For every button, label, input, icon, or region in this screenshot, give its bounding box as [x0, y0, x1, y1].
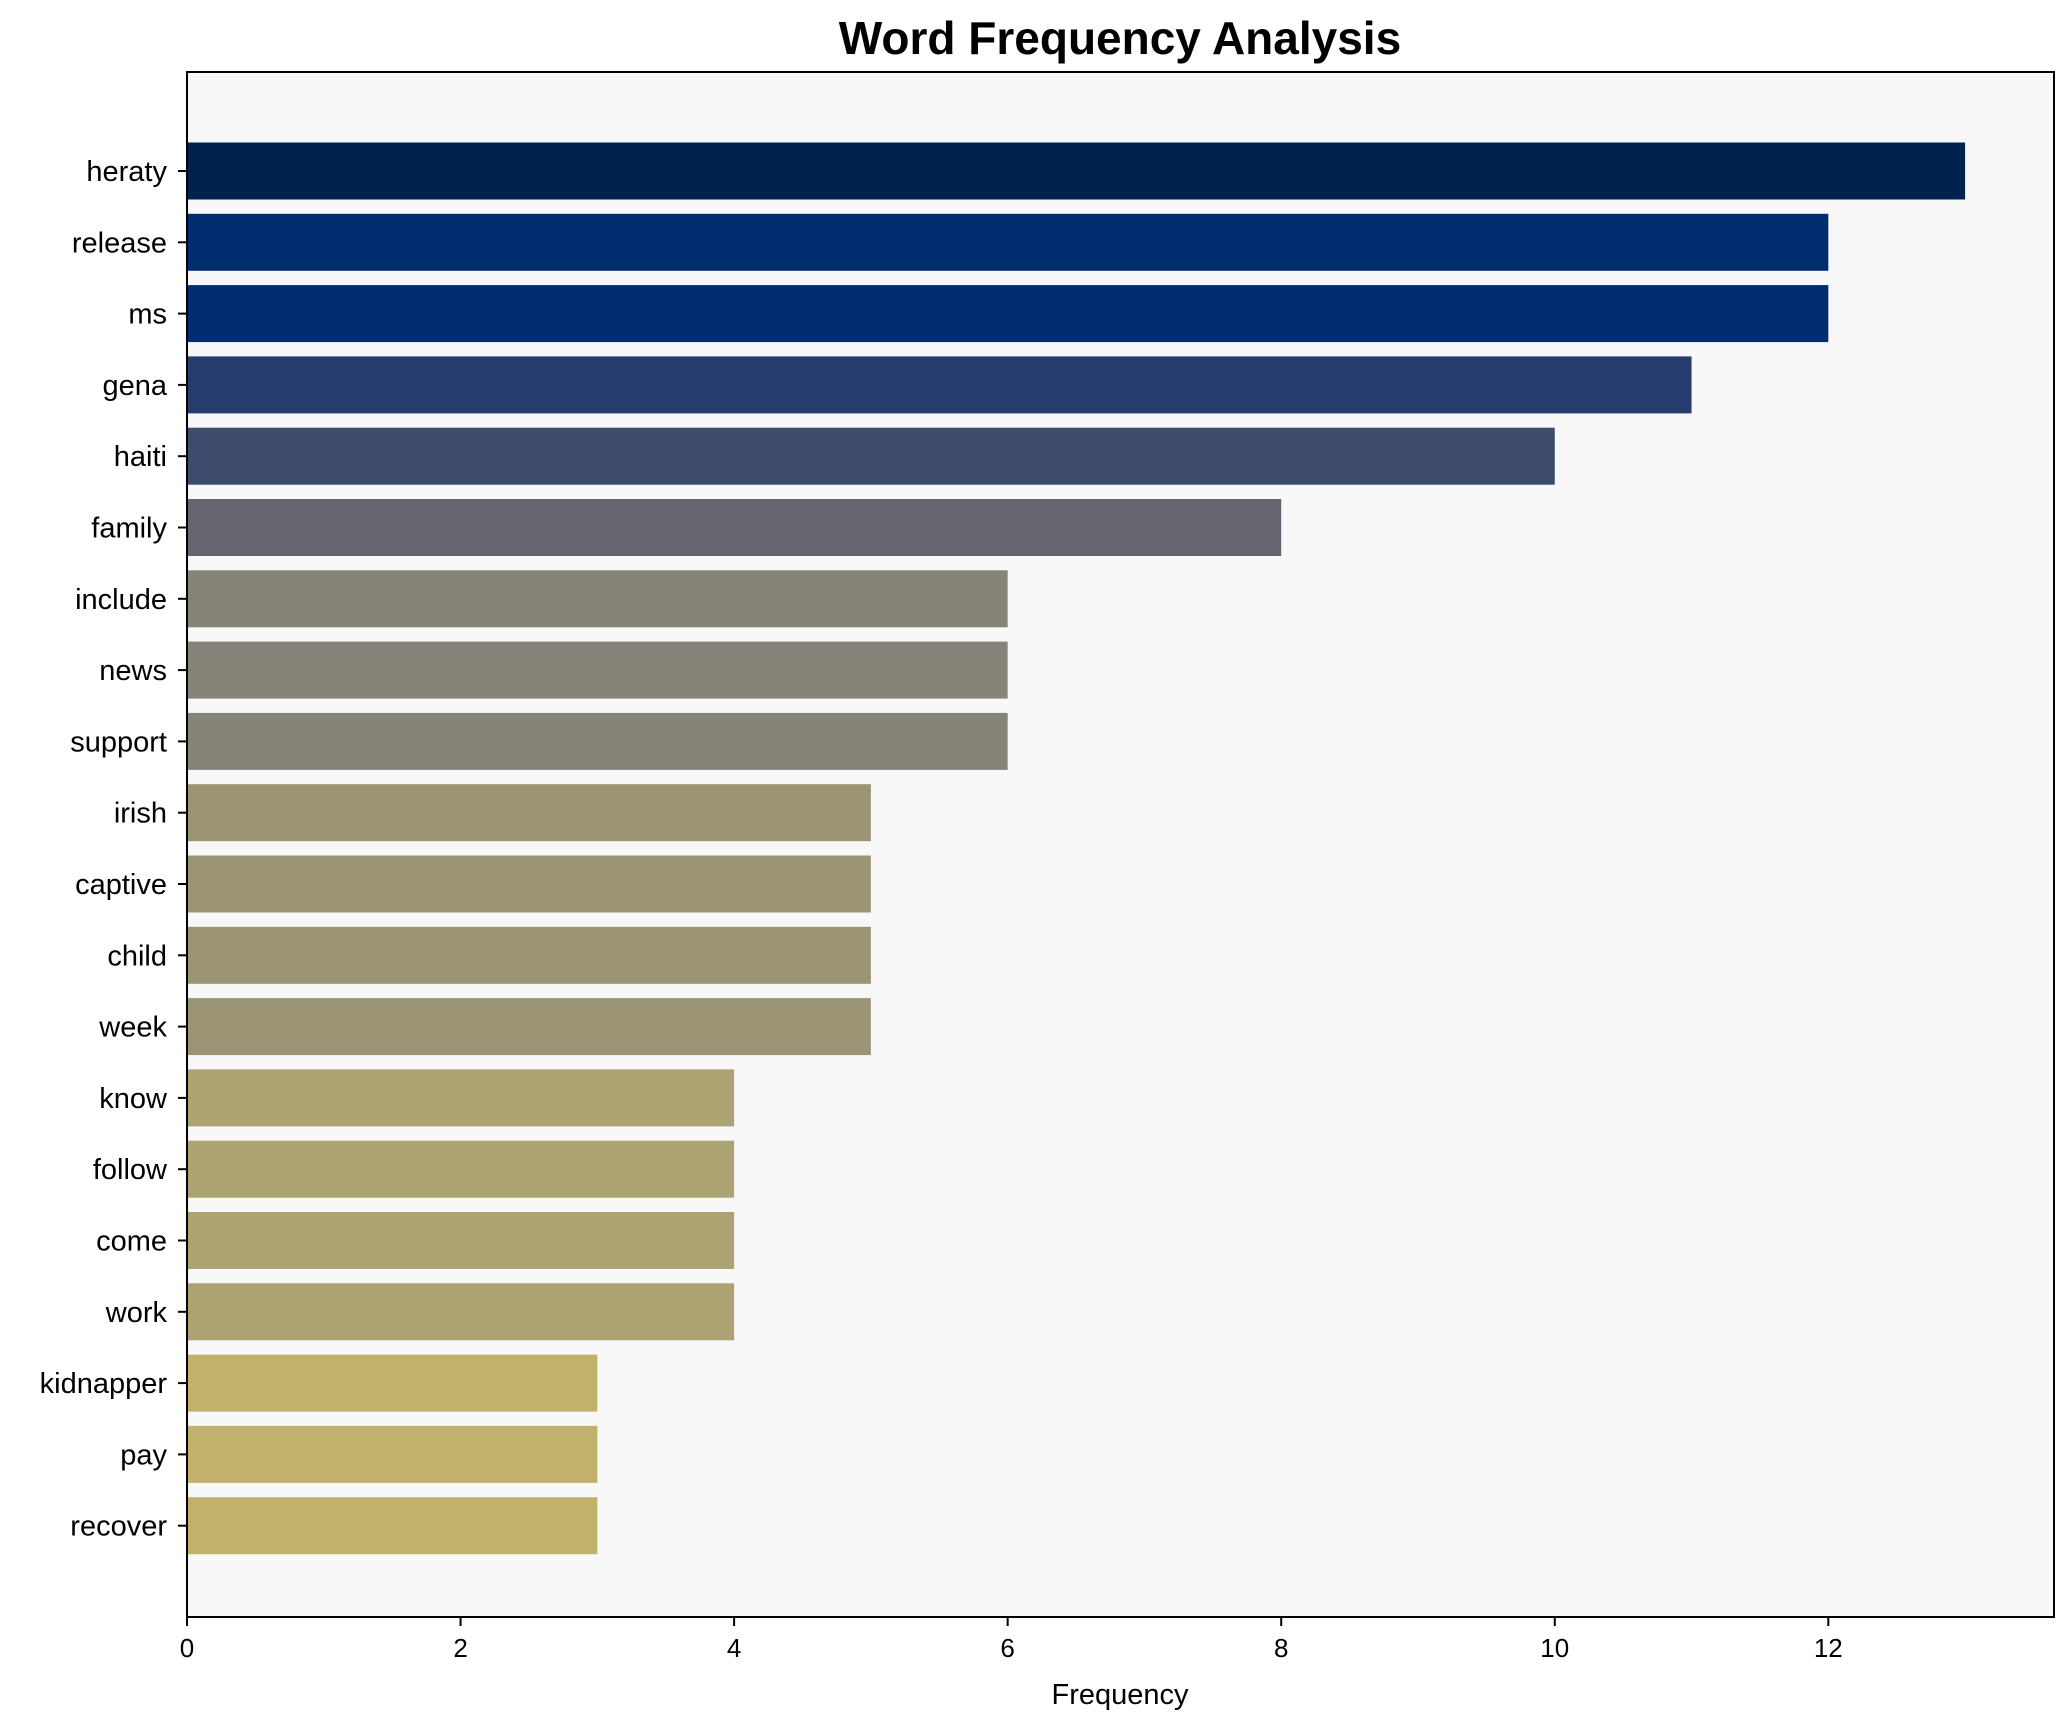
y-tick-label: work	[105, 1297, 168, 1329]
y-tick-label: irish	[114, 798, 167, 830]
bar-recover	[187, 1497, 598, 1555]
bar-week	[187, 998, 871, 1056]
bar-know	[187, 1069, 735, 1127]
y-tick-label: week	[98, 1012, 167, 1044]
bar-irish	[187, 784, 871, 842]
y-tick-label: child	[107, 940, 167, 972]
y-tick-label: come	[96, 1226, 167, 1258]
x-tick-label: 0	[180, 1633, 194, 1663]
y-tick-label: follow	[93, 1154, 168, 1186]
bar-heraty	[187, 142, 1966, 200]
y-tick-label: ms	[128, 299, 167, 331]
bar-include	[187, 570, 1008, 628]
chart-title: Word Frequency Analysis	[839, 12, 1401, 64]
y-tick-label: release	[72, 227, 167, 259]
bars-group	[187, 142, 1966, 1555]
bar-support	[187, 712, 1008, 770]
y-tick-label: family	[91, 513, 167, 545]
x-tick-label: 6	[1000, 1633, 1014, 1663]
x-tick-label: 2	[453, 1633, 467, 1663]
y-tick-label: include	[75, 584, 167, 616]
y-tick-label: heraty	[86, 156, 167, 188]
bar-pay	[187, 1425, 598, 1483]
x-tick-label: 10	[1540, 1633, 1569, 1663]
y-tick-label: pay	[120, 1439, 167, 1471]
bar-release	[187, 213, 1829, 271]
y-tick-label: haiti	[114, 441, 167, 473]
bar-come	[187, 1212, 735, 1269]
bar-captive	[187, 855, 871, 913]
y-tick-label: kidnapper	[40, 1368, 168, 1400]
plot-frame	[186, 71, 2055, 1618]
bar-work	[187, 1283, 735, 1341]
bar-child	[187, 926, 871, 984]
y-tick-label: know	[99, 1083, 168, 1115]
bar-follow	[187, 1140, 735, 1198]
bar-gena	[187, 356, 1692, 414]
y-tick-label: news	[99, 655, 167, 687]
x-axis-label: Frequency	[1051, 1679, 1189, 1711]
y-tick-label: captive	[75, 869, 167, 901]
bar-ms	[187, 285, 1829, 343]
y-tick-label: support	[70, 726, 167, 758]
bar-family	[187, 499, 1282, 556]
x-axis-ticks: 0 2 4 6 8 10 12	[180, 1617, 1843, 1663]
bar-kidnapper	[187, 1354, 598, 1412]
x-tick-label: 12	[1814, 1633, 1843, 1663]
x-tick-label: 4	[727, 1633, 741, 1663]
bar-haiti	[187, 427, 1555, 485]
x-tick-label: 8	[1274, 1633, 1288, 1663]
y-axis-ticks: heraty release ms gena haiti family include new…	[40, 156, 187, 1543]
bar-news	[187, 641, 1008, 699]
y-tick-label: gena	[102, 370, 167, 402]
y-tick-label: recover	[70, 1511, 167, 1543]
